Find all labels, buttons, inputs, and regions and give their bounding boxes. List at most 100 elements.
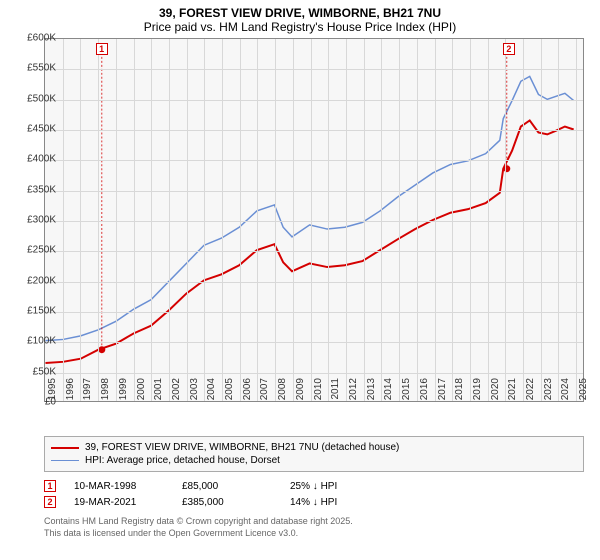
sale-marker-2: 2 <box>503 43 515 55</box>
sales-pct: 25% ↓ HPI <box>290 481 380 492</box>
arrow-down-icon: ↓ <box>313 497 318 508</box>
x-axis-label: 2018 <box>454 378 465 406</box>
y-axis-label: £200K <box>16 275 56 286</box>
gridline-h <box>45 100 583 101</box>
legend-label: HPI: Average price, detached house, Dors… <box>85 455 280 466</box>
gridline-v <box>470 39 471 401</box>
x-axis-label: 1999 <box>118 378 129 406</box>
x-axis-label: 2019 <box>472 378 483 406</box>
legend-swatch <box>51 447 79 449</box>
y-axis-label: £450K <box>16 124 56 135</box>
x-axis-label: 2010 <box>313 378 324 406</box>
line-svg <box>45 39 583 401</box>
gridline-v <box>63 39 64 401</box>
footer: Contains HM Land Registry data © Crown c… <box>44 516 584 539</box>
x-axis-label: 2000 <box>136 378 147 406</box>
gridline-v <box>523 39 524 401</box>
gridline-h <box>45 251 583 252</box>
gridline-v <box>116 39 117 401</box>
gridline-v <box>399 39 400 401</box>
y-axis-label: £250K <box>16 245 56 256</box>
gridline-v <box>576 39 577 401</box>
x-axis-label: 1997 <box>82 378 93 406</box>
gridline-h <box>45 130 583 131</box>
x-axis-label: 2023 <box>543 378 554 406</box>
x-axis-label: 2016 <box>419 378 430 406</box>
gridline-h <box>45 342 583 343</box>
sale-point <box>98 346 105 353</box>
x-axis-label: 1996 <box>65 378 76 406</box>
x-axis-label: 2025 <box>578 378 589 406</box>
sales-pct: 14% ↓ HPI <box>290 497 380 508</box>
series-hpi <box>45 76 573 340</box>
gridline-v <box>541 39 542 401</box>
x-axis-label: 1995 <box>47 378 58 406</box>
gridline-v <box>204 39 205 401</box>
gridline-v <box>187 39 188 401</box>
sales-price: £85,000 <box>182 481 272 492</box>
gridline-v <box>452 39 453 401</box>
y-axis-label: £300K <box>16 215 56 226</box>
plot-region: 12 <box>44 38 584 402</box>
chart-area: 12 £0£50K£100K£150K£200K£250K£300K£350K£… <box>44 38 600 430</box>
x-axis-label: 2001 <box>153 378 164 406</box>
legend-item: 39, FOREST VIEW DRIVE, WIMBORNE, BH21 7N… <box>51 441 577 454</box>
y-axis-label: £400K <box>16 154 56 165</box>
arrow-down-icon: ↓ <box>313 481 318 492</box>
sales-marker-icon: 1 <box>44 480 56 492</box>
title-subtitle: Price paid vs. HM Land Registry's House … <box>0 20 600 34</box>
x-axis-label: 2024 <box>560 378 571 406</box>
x-axis-label: 2005 <box>224 378 235 406</box>
gridline-h <box>45 69 583 70</box>
y-axis-label: £150K <box>16 306 56 317</box>
gridline-v <box>488 39 489 401</box>
x-axis-label: 2006 <box>242 378 253 406</box>
series-price_paid <box>45 120 573 363</box>
gridline-v <box>364 39 365 401</box>
gridline-v <box>134 39 135 401</box>
sales-row: 2 19-MAR-2021 £385,000 14% ↓ HPI <box>44 494 584 510</box>
gridline-h <box>45 373 583 374</box>
footer-line1: Contains HM Land Registry data © Crown c… <box>44 516 584 528</box>
title-address: 39, FOREST VIEW DRIVE, WIMBORNE, BH21 7N… <box>0 6 600 20</box>
gridline-h <box>45 312 583 313</box>
y-axis-label: £350K <box>16 184 56 195</box>
x-axis-label: 2020 <box>490 378 501 406</box>
x-axis-label: 2015 <box>401 378 412 406</box>
gridline-h <box>45 221 583 222</box>
sales-price: £385,000 <box>182 497 272 508</box>
sales-row: 1 10-MAR-1998 £85,000 25% ↓ HPI <box>44 478 584 494</box>
x-axis-label: 2007 <box>259 378 270 406</box>
x-axis-label: 2002 <box>171 378 182 406</box>
x-axis-label: 2022 <box>525 378 536 406</box>
x-axis-label: 2003 <box>189 378 200 406</box>
legend-swatch <box>51 460 79 461</box>
gridline-v <box>328 39 329 401</box>
y-axis-label: £100K <box>16 336 56 347</box>
gridline-v <box>505 39 506 401</box>
chart-container: 39, FOREST VIEW DRIVE, WIMBORNE, BH21 7N… <box>0 0 600 560</box>
gridline-v <box>98 39 99 401</box>
sales-date: 10-MAR-1998 <box>74 481 164 492</box>
gridline-v <box>169 39 170 401</box>
sales-date: 19-MAR-2021 <box>74 497 164 508</box>
gridline-v <box>346 39 347 401</box>
x-axis-label: 2013 <box>366 378 377 406</box>
sales-marker-icon: 2 <box>44 496 56 508</box>
gridline-h <box>45 191 583 192</box>
sale-marker-1: 1 <box>96 43 108 55</box>
gridline-h <box>45 160 583 161</box>
gridline-v <box>151 39 152 401</box>
y-axis-label: £550K <box>16 63 56 74</box>
legend: 39, FOREST VIEW DRIVE, WIMBORNE, BH21 7N… <box>44 436 584 472</box>
x-axis-label: 2004 <box>206 378 217 406</box>
x-axis-label: 1998 <box>100 378 111 406</box>
gridline-v <box>381 39 382 401</box>
y-axis-label: £500K <box>16 93 56 104</box>
gridline-v <box>275 39 276 401</box>
gridline-v <box>558 39 559 401</box>
gridline-v <box>257 39 258 401</box>
gridline-v <box>311 39 312 401</box>
gridline-v <box>80 39 81 401</box>
y-axis-label: £50K <box>16 366 56 377</box>
